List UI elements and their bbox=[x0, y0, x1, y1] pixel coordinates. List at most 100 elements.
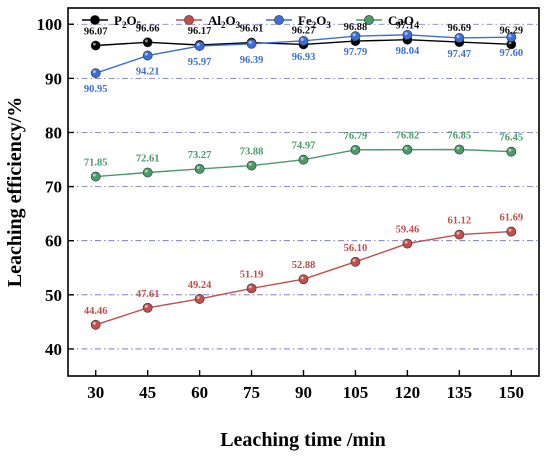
point-highlight-Al2O3-135 bbox=[456, 231, 460, 235]
point-highlight-Al2O3-30 bbox=[92, 321, 96, 325]
point-highlight-Al2O3-45 bbox=[144, 304, 148, 308]
point-Fe2O3-90 bbox=[298, 35, 309, 46]
data-label-Fe2O3-60: 95.97 bbox=[188, 57, 212, 68]
data-label-CaO-90: 74.97 bbox=[292, 141, 316, 152]
point-highlight-CaO-105 bbox=[352, 146, 356, 150]
point-CaO-60 bbox=[194, 163, 205, 174]
y-tick-label-90: 90 bbox=[45, 69, 62, 88]
point-highlight-P2O5-45 bbox=[144, 39, 148, 43]
point-highlight-Fe2O3-90 bbox=[300, 37, 304, 41]
point-highlight-Al2O3-150 bbox=[508, 228, 512, 232]
data-label-Al2O3-150: 61.69 bbox=[499, 213, 523, 224]
legend-item-Fe2O3: Fe2O3 bbox=[266, 13, 331, 30]
point-highlight-Fe2O3-30 bbox=[92, 70, 96, 74]
point-highlight-CaO-60 bbox=[196, 165, 200, 169]
point-highlight-CaO-135 bbox=[456, 146, 460, 150]
point-highlight-Al2O3-90 bbox=[300, 276, 304, 280]
data-label-Al2O3-120: 59.46 bbox=[396, 225, 420, 236]
point-highlight-CaO-90 bbox=[300, 156, 304, 160]
point-Al2O3-120 bbox=[402, 238, 413, 249]
data-label-CaO-75: 73.88 bbox=[240, 147, 264, 158]
point-Al2O3-105 bbox=[350, 256, 361, 267]
point-highlight-Fe2O3-45 bbox=[144, 52, 148, 56]
x-tick-label-75: 75 bbox=[243, 383, 260, 402]
data-label-Al2O3-75: 51.19 bbox=[240, 269, 264, 280]
point-Fe2O3-75 bbox=[246, 38, 257, 49]
data-label-Fe2O3-150: 97.60 bbox=[499, 48, 523, 59]
point-highlight-Fe2O3-75 bbox=[248, 40, 252, 44]
data-label-P2O5-150: 96.29 bbox=[499, 25, 523, 36]
data-label-Al2O3-30: 44.46 bbox=[84, 306, 108, 317]
point-Fe2O3-60 bbox=[194, 41, 205, 51]
data-label-CaO-30: 71.85 bbox=[84, 158, 108, 169]
data-label-Fe2O3-75: 96.39 bbox=[240, 55, 264, 66]
data-label-Al2O3-135: 61.12 bbox=[448, 216, 472, 227]
legend-item-P2O5: P2O5 bbox=[82, 13, 142, 30]
point-CaO-105 bbox=[350, 144, 361, 155]
point-highlight-CaO-150 bbox=[508, 148, 512, 152]
data-label-P2O5-30: 96.07 bbox=[84, 27, 108, 38]
point-highlight-Fe2O3-105 bbox=[352, 33, 356, 37]
point-highlight-P2O5-150 bbox=[508, 41, 512, 45]
x-tick-label-105: 105 bbox=[343, 383, 369, 402]
x-tick-label-135: 135 bbox=[447, 383, 473, 402]
point-CaO-30 bbox=[90, 171, 101, 182]
data-label-Al2O3-90: 52.88 bbox=[292, 260, 316, 271]
x-tick-label-30: 30 bbox=[87, 383, 104, 402]
point-highlight-Fe2O3-60 bbox=[196, 43, 200, 47]
point-CaO-120 bbox=[402, 144, 413, 155]
y-tick-label-70: 70 bbox=[45, 178, 62, 197]
series-Fe2O3 bbox=[90, 29, 517, 79]
data-label-CaO-105: 76.79 bbox=[344, 131, 368, 142]
legend-label-CaO: CaO bbox=[388, 13, 414, 28]
data-label-P2O5-105: 96.88 bbox=[344, 22, 368, 33]
point-Al2O3-45 bbox=[142, 302, 153, 313]
point-CaO-90 bbox=[298, 154, 309, 165]
series-Al2O3 bbox=[90, 226, 517, 330]
legend-marker-Fe2O3 bbox=[274, 15, 284, 25]
series-layer bbox=[90, 29, 517, 330]
legend: P2O5 Al2O3 Fe2O3 CaO bbox=[82, 13, 414, 30]
data-label-CaO-60: 73.27 bbox=[188, 150, 212, 161]
point-highlight-CaO-30 bbox=[92, 173, 96, 177]
point-Fe2O3-30 bbox=[90, 68, 101, 79]
series-CaO bbox=[90, 144, 517, 182]
point-highlight-Fe2O3-135 bbox=[456, 35, 460, 39]
point-CaO-135 bbox=[454, 144, 465, 155]
legend-marker-P2O5 bbox=[90, 15, 100, 25]
data-label-Fe2O3-90: 96.93 bbox=[292, 52, 316, 63]
legend-label-P2O5: P2O5 bbox=[114, 13, 142, 30]
y-tick-label-40: 40 bbox=[45, 340, 62, 359]
data-label-P2O5-135: 96.69 bbox=[448, 23, 472, 34]
data-label-CaO-45: 72.61 bbox=[136, 153, 160, 164]
data-label-CaO-135: 76.85 bbox=[448, 131, 472, 142]
axes: 40 50 60 70 80 90 100 30 45 60 75 90 105 120 135 150 bbox=[37, 15, 525, 402]
point-Al2O3-60 bbox=[194, 294, 205, 304]
point-highlight-Fe2O3-150 bbox=[508, 34, 512, 38]
y-tick-label-100: 100 bbox=[37, 15, 63, 34]
data-label-P2O5-75: 96.61 bbox=[240, 24, 264, 35]
data-label-P2O5-120: 97.14 bbox=[396, 21, 420, 32]
point-Fe2O3-135 bbox=[454, 33, 465, 43]
point-highlight-Al2O3-60 bbox=[196, 296, 200, 300]
point-Fe2O3-45 bbox=[142, 50, 153, 61]
data-labels: 96.07 96.66 96.17 96.61 96.27 96.88 97.14 96.69… bbox=[84, 21, 523, 317]
x-tick-label-90: 90 bbox=[295, 383, 312, 402]
legend-marker-Al2O3 bbox=[184, 15, 194, 25]
legend-label-Al2O3: Al2O3 bbox=[208, 13, 241, 30]
point-CaO-75 bbox=[246, 160, 257, 171]
point-Al2O3-150 bbox=[506, 226, 517, 237]
legend-item-CaO: CaO bbox=[356, 13, 414, 28]
data-label-Fe2O3-105: 97.79 bbox=[344, 47, 368, 58]
data-label-Al2O3-45: 47.61 bbox=[136, 289, 160, 300]
grid-lines bbox=[68, 23, 539, 350]
point-Al2O3-30 bbox=[90, 319, 101, 330]
point-highlight-Al2O3-105 bbox=[352, 258, 356, 262]
data-label-Al2O3-105: 56.10 bbox=[344, 243, 368, 254]
point-highlight-CaO-75 bbox=[248, 162, 252, 166]
point-highlight-CaO-120 bbox=[404, 146, 408, 150]
legend-marker-CaO bbox=[364, 15, 374, 25]
data-label-P2O5-45: 96.66 bbox=[136, 23, 160, 34]
data-label-P2O5-60: 96.17 bbox=[188, 26, 212, 37]
